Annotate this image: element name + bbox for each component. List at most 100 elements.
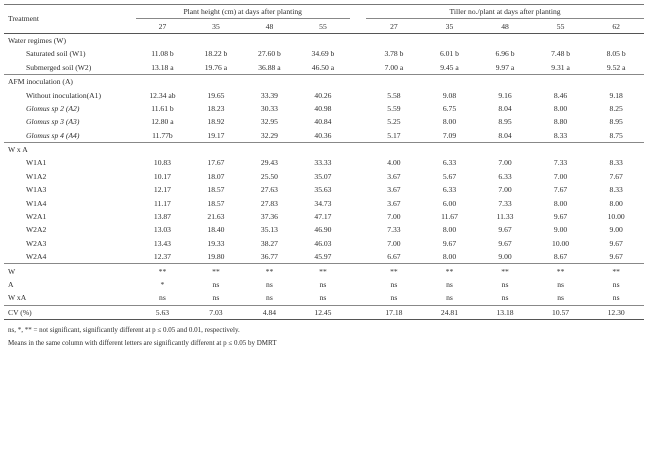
cell: 9.00 bbox=[609, 225, 623, 235]
cell: 27.63 bbox=[260, 185, 278, 195]
cell: 8.00 bbox=[442, 252, 457, 262]
cell: 37.36 bbox=[260, 212, 278, 222]
cell: 17.18 bbox=[366, 304, 422, 320]
cell: 8.33 bbox=[609, 158, 623, 168]
cell: 46.03 bbox=[314, 238, 332, 248]
section-row: AFM inoculation (A) bbox=[4, 73, 644, 89]
cell: 3.67 bbox=[387, 171, 401, 181]
cell: 7.33 bbox=[498, 198, 512, 208]
cell: ns bbox=[501, 293, 509, 303]
cell: 9.31 a bbox=[551, 62, 570, 72]
cell: 36.88 a bbox=[258, 62, 281, 72]
cell: ns bbox=[390, 293, 398, 303]
day-header: 55 bbox=[296, 18, 350, 34]
cell: 7.33 bbox=[387, 225, 401, 235]
day-header: 35 bbox=[421, 18, 478, 34]
header-row: Treatment Plant height (cm) at days afte… bbox=[4, 3, 644, 34]
cell: 8.80 bbox=[553, 117, 568, 127]
cell: 9.18 bbox=[609, 90, 623, 100]
row-label: W1A1 bbox=[26, 158, 47, 168]
cell: 21.63 bbox=[207, 212, 225, 222]
cell: 5.59 bbox=[387, 103, 401, 113]
row-label: W1A3 bbox=[26, 185, 47, 195]
spacer bbox=[350, 170, 366, 183]
data-row: Glomus sp 4 (A4) 11.77b 19.17 32.29 40.36 5.1… bbox=[4, 129, 644, 143]
cell: 12.30 bbox=[588, 304, 644, 320]
cell: 34.73 bbox=[314, 198, 332, 208]
cell: ** bbox=[242, 263, 297, 278]
data-row: Glomus sp 2 (A2) 11.61 b 18.23 30.33 40.98 5.… bbox=[4, 102, 644, 115]
cell: 5.25 bbox=[387, 117, 401, 127]
spacer bbox=[350, 102, 366, 115]
cell: 40.26 bbox=[314, 90, 332, 100]
cell: ns bbox=[446, 293, 453, 303]
data-row: W2A2 13.03 18.40 35.13 46.90 7.33 8.00 9.67 9.00… bbox=[4, 223, 644, 236]
spacer bbox=[350, 115, 366, 128]
spacer bbox=[350, 156, 366, 169]
header-row: 27 35 48 55 27 35 48 55 62 bbox=[4, 18, 644, 34]
spacer bbox=[350, 223, 366, 236]
cell: 11.77b bbox=[152, 130, 173, 140]
day-header: 27 bbox=[135, 18, 190, 34]
data-table: Treatment Plant height (cm) at days afte… bbox=[4, 3, 644, 320]
cell: 8.95 bbox=[609, 117, 623, 127]
cell: 7.03 bbox=[189, 304, 243, 320]
cell: 7.48 b bbox=[551, 49, 571, 59]
spacer bbox=[350, 250, 366, 264]
row-label: Submerged soil (W2) bbox=[26, 62, 92, 72]
cell: 27.60 b bbox=[258, 49, 281, 59]
cell: 7.00 a bbox=[384, 62, 404, 72]
cell: 7.00 bbox=[553, 171, 568, 181]
cell: ** bbox=[366, 263, 422, 278]
cell: 8.95 bbox=[498, 117, 512, 127]
day-header: 48 bbox=[242, 18, 297, 34]
table-body: Water regimes (W) Saturated soil (W1) 11.0… bbox=[4, 33, 644, 320]
cell: 6.75 bbox=[442, 103, 457, 113]
cell: ns bbox=[159, 293, 166, 303]
cell: ns bbox=[266, 280, 273, 289]
cell: 11.17 bbox=[154, 198, 171, 208]
cell: 40.84 bbox=[314, 117, 332, 127]
data-row: Without inoculation(A1) 12.34 ab 19.65 33.3… bbox=[4, 88, 644, 101]
cell: 11.08 b bbox=[151, 49, 174, 59]
cell: ns bbox=[557, 293, 564, 303]
cell: ** bbox=[477, 263, 533, 278]
cell: * bbox=[160, 280, 165, 289]
cell: 7.67 bbox=[609, 171, 623, 181]
cell: 24.81 bbox=[421, 304, 478, 320]
cell: 40.98 bbox=[314, 103, 332, 113]
cell: 9.67 bbox=[553, 212, 568, 222]
cell: 18.57 bbox=[207, 198, 225, 208]
row-label: CV (%) bbox=[4, 304, 136, 320]
cell: 6.33 bbox=[442, 158, 457, 168]
section-title: Water regimes (W) bbox=[8, 35, 66, 45]
cell: 18.23 bbox=[207, 103, 225, 113]
day-header: 27 bbox=[366, 18, 422, 34]
spacer bbox=[350, 47, 366, 60]
cell: 6.67 bbox=[387, 252, 401, 262]
spacer bbox=[350, 278, 366, 291]
spacer bbox=[350, 183, 366, 196]
cell: 12.34 ab bbox=[149, 90, 176, 100]
header-cell: Plant height (cm) at days after planting bbox=[135, 3, 350, 20]
cell: 9.00 bbox=[498, 252, 512, 262]
cell: 13.43 bbox=[153, 238, 171, 248]
cell: ns bbox=[212, 293, 220, 303]
cell: 18.92 bbox=[207, 117, 225, 127]
cell: 7.00 bbox=[498, 185, 512, 195]
cell: 7.67 bbox=[553, 185, 568, 195]
cell: 8.05 b bbox=[606, 49, 626, 59]
cell: 45.97 bbox=[314, 252, 332, 262]
cell: 19.17 bbox=[207, 130, 225, 140]
data-row: A * ns ns ns ns ns ns ns ns bbox=[4, 278, 644, 291]
spacer bbox=[349, 304, 367, 320]
cell: 7.00 bbox=[498, 158, 512, 168]
data-row: Glomus sp 3 (A3) 12.80 a 18.92 32.95 40.84 5.… bbox=[4, 115, 644, 128]
cell: 8.00 bbox=[442, 117, 457, 127]
cell: 3.67 bbox=[387, 198, 401, 208]
data-row: W1A1 10.83 17.67 29.43 33.33 4.00 6.33 7.00 7.33… bbox=[4, 156, 644, 169]
cell: 10.00 bbox=[552, 238, 570, 248]
cell: 3.78 b bbox=[384, 49, 404, 59]
row-label: W2A1 bbox=[26, 212, 47, 222]
cell: 35.07 bbox=[314, 171, 332, 181]
